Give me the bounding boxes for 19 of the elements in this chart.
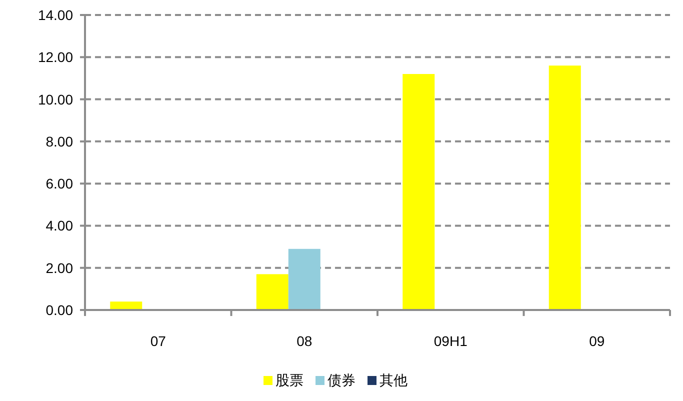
y-tick-label: 4.00 bbox=[46, 218, 74, 234]
x-tick-label: 07 bbox=[150, 333, 166, 349]
legend-label: 其他 bbox=[380, 372, 408, 388]
x-tick-label: 09H1 bbox=[434, 333, 468, 349]
legend-label: 债券 bbox=[328, 372, 356, 388]
bar bbox=[402, 74, 435, 310]
y-tick-label: 0.00 bbox=[46, 302, 74, 318]
y-tick-label: 8.00 bbox=[46, 133, 74, 150]
x-tick-label: 08 bbox=[296, 333, 312, 349]
y-tick-label: 14.00 bbox=[38, 7, 74, 23]
bar bbox=[256, 274, 288, 310]
y-tick-label: 10.00 bbox=[38, 91, 74, 108]
y-tick-label: 12.00 bbox=[38, 49, 74, 66]
x-tick-label: 09 bbox=[589, 333, 605, 349]
bar bbox=[548, 66, 581, 310]
y-tick-label: 2.00 bbox=[46, 260, 74, 276]
y-tick-label: 6.00 bbox=[46, 176, 74, 192]
legend-label: 股票 bbox=[276, 372, 304, 388]
bar bbox=[288, 248, 320, 310]
